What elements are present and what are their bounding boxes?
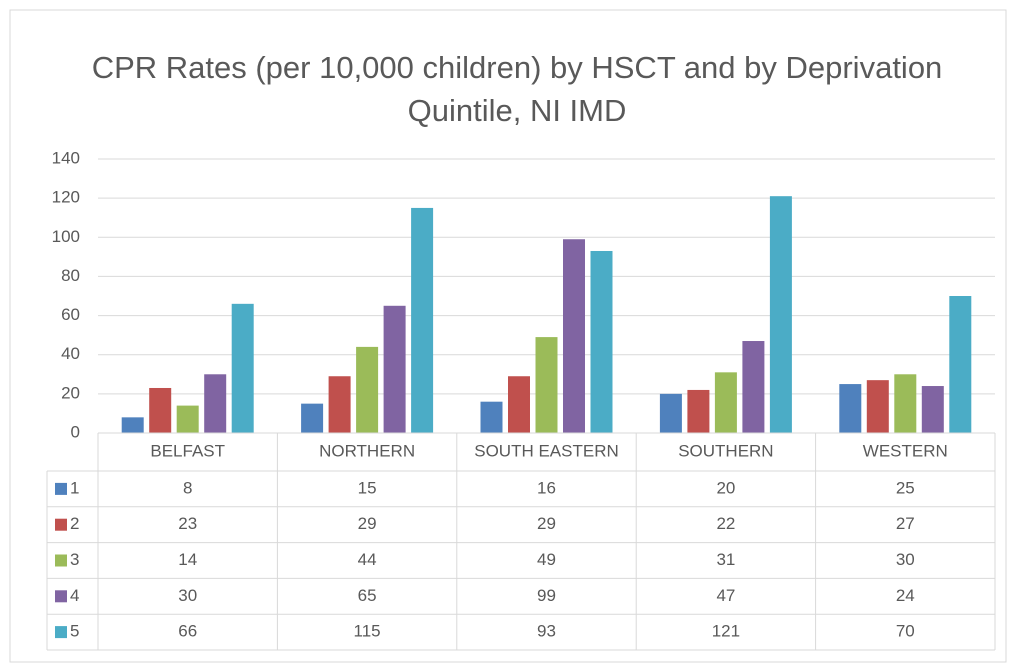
bar (121, 417, 144, 433)
legend-label: 5 (70, 622, 79, 641)
x-tick-label: NORTHERN (319, 441, 415, 460)
y-tick-label: 60 (61, 305, 80, 324)
table-cell: 8 (183, 478, 192, 497)
bar (480, 401, 503, 433)
bar (176, 405, 199, 433)
table-cell: 30 (896, 550, 915, 569)
table-cell: 99 (537, 586, 556, 605)
legend-key (55, 590, 67, 603)
y-tick-label: 40 (61, 344, 80, 363)
bar (839, 384, 862, 433)
table-cell: 44 (358, 550, 377, 569)
legend-key (55, 482, 67, 495)
bar (204, 374, 227, 433)
table-cell: 65 (358, 586, 377, 605)
bar (231, 303, 254, 433)
bar (769, 196, 792, 433)
legend-key (55, 554, 67, 567)
legend-key (55, 518, 67, 531)
table-cell: 16 (537, 478, 556, 497)
x-tick-label: BELFAST (150, 441, 225, 460)
bar (535, 337, 558, 433)
bar (149, 387, 172, 433)
table-cell: 115 (354, 622, 381, 641)
bar (949, 296, 972, 433)
table-cell: 24 (896, 586, 915, 605)
table-cell: 70 (896, 622, 915, 641)
table-cell: 14 (178, 550, 197, 569)
x-tick-label: SOUTH EASTERN (474, 441, 619, 460)
bar (301, 403, 324, 433)
bar (508, 376, 530, 433)
legend-label: 4 (70, 586, 79, 605)
bar (411, 207, 434, 433)
chart-title: CPR Rates (per 10,000 children) by HSCT … (92, 50, 943, 128)
table-cell: 27 (896, 514, 915, 533)
y-tick-label: 80 (61, 266, 80, 285)
bar (866, 380, 889, 433)
table-cell: 20 (716, 478, 735, 497)
legend-label: 2 (70, 514, 79, 533)
table-cell: 121 (712, 622, 740, 641)
title-line: Quintile, NI IMD (408, 93, 627, 128)
legend-label: 3 (70, 550, 79, 569)
legend-label: 1 (70, 478, 79, 497)
table-cell: 29 (537, 514, 556, 533)
table-cell: 31 (716, 550, 735, 569)
table-cell: 23 (178, 514, 197, 533)
x-tick-label: SOUTHERN (678, 441, 773, 460)
table-cell: 15 (358, 478, 377, 497)
bar (894, 374, 917, 433)
legend-key (55, 626, 67, 639)
y-tick-label: 100 (52, 227, 80, 246)
table-cell: 49 (537, 550, 556, 569)
table-cell: 25 (896, 478, 915, 497)
title-line: CPR Rates (per 10,000 children) by HSCT … (92, 50, 943, 85)
y-tick-label: 140 (52, 148, 80, 167)
x-tick-label: WESTERN (863, 441, 948, 460)
table-cell: 66 (178, 622, 197, 641)
chart-border (9, 9, 1007, 663)
y-tick-label: 0 (71, 422, 80, 441)
bar (590, 250, 613, 433)
y-tick-label: 120 (52, 188, 80, 207)
y-tick-label: 20 (61, 383, 80, 402)
bar (687, 389, 710, 433)
bar (383, 305, 406, 433)
bar (921, 386, 944, 433)
table-cell: 47 (716, 586, 735, 605)
bar (659, 393, 682, 433)
table-cell: 30 (178, 586, 197, 605)
bar (714, 372, 737, 433)
bar (742, 341, 765, 433)
bar (563, 239, 585, 433)
table-cell: 93 (537, 622, 556, 641)
bar (356, 346, 379, 433)
table-cell: 22 (716, 514, 735, 533)
bar (328, 376, 351, 433)
table-cell: 29 (358, 514, 377, 533)
